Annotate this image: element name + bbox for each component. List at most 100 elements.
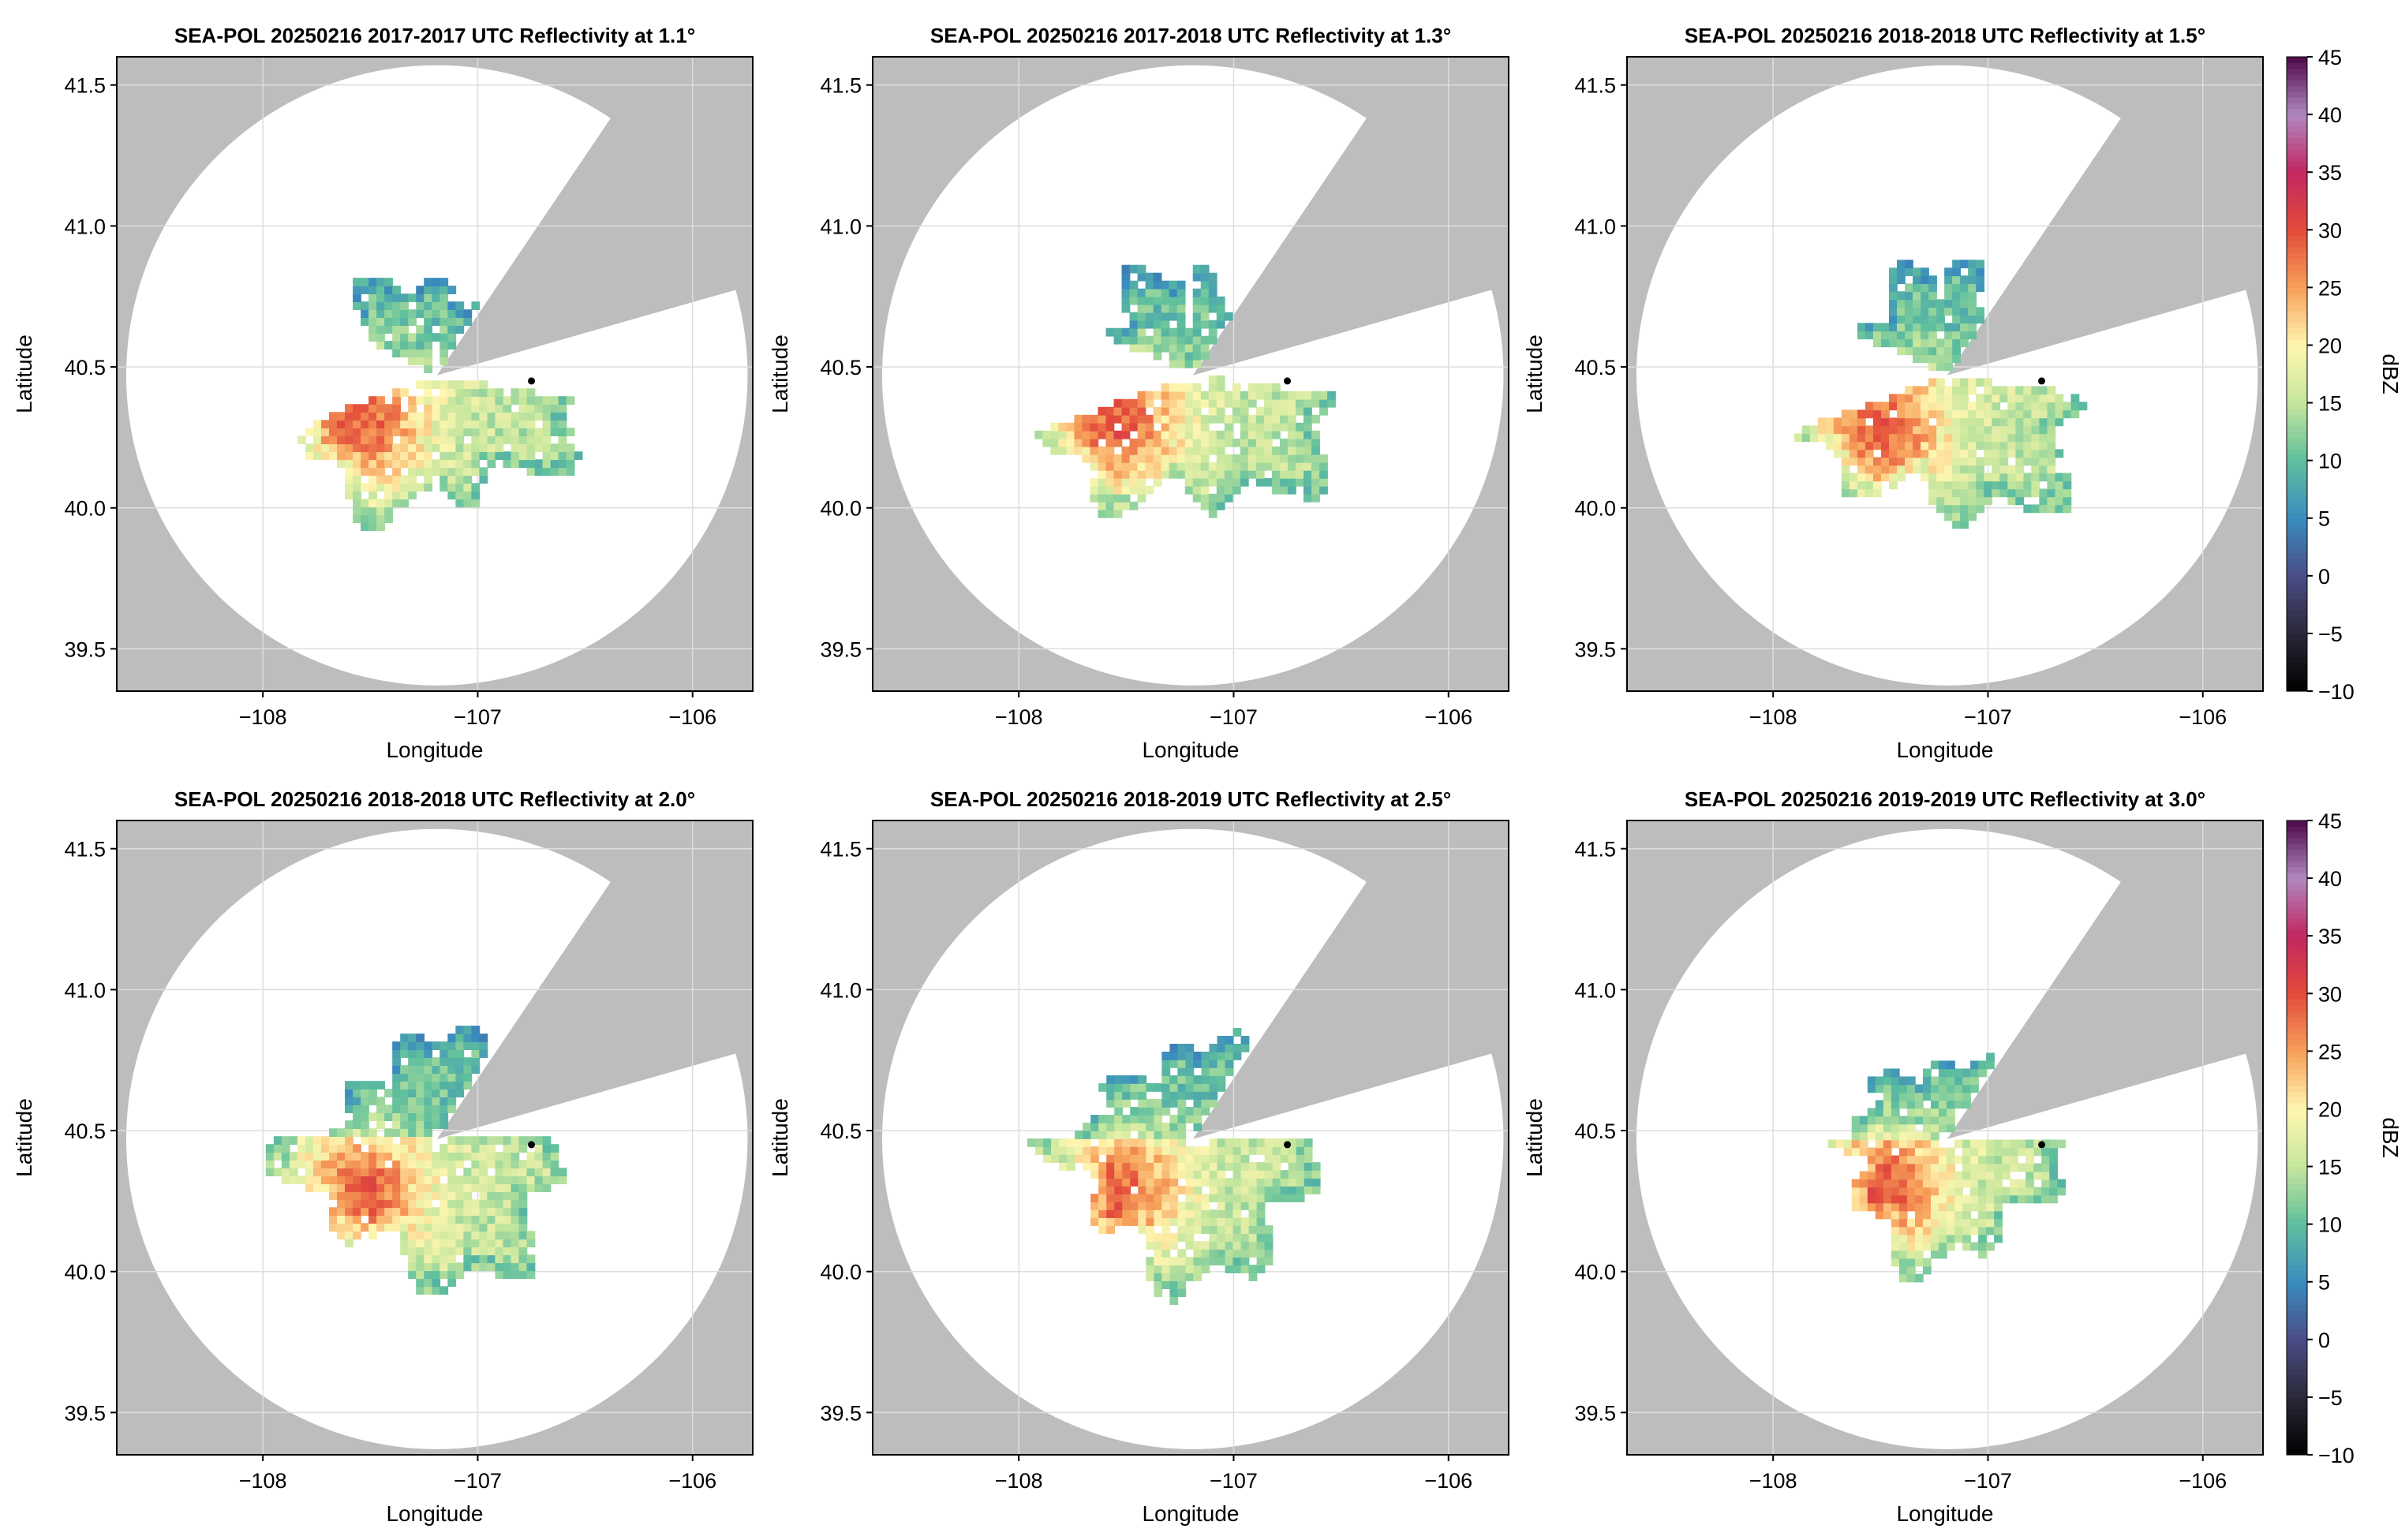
reflectivity-cell bbox=[518, 1247, 528, 1256]
reflectivity-cell bbox=[487, 412, 496, 421]
reflectivity-cell bbox=[1928, 354, 1937, 364]
reflectivity-cell bbox=[1129, 446, 1139, 455]
reflectivity-cell bbox=[487, 1254, 496, 1264]
reflectivity-cell bbox=[542, 412, 552, 421]
reflectivity-cell bbox=[1240, 430, 1249, 439]
colorbar-tick-label: 10 bbox=[2318, 450, 2342, 473]
reflectivity-cell bbox=[400, 317, 410, 326]
reflectivity-cell bbox=[345, 435, 353, 445]
reflectivity-cell bbox=[1930, 1092, 1939, 1101]
reflectivity-cell bbox=[1859, 1123, 1868, 1133]
reflectivity-cell bbox=[1161, 320, 1170, 329]
reflectivity-cell bbox=[1137, 430, 1146, 439]
reflectivity-cell bbox=[1208, 272, 1217, 282]
reflectivity-cell bbox=[1994, 1194, 2003, 1204]
reflectivity-cell bbox=[1177, 1225, 1187, 1234]
reflectivity-cell bbox=[424, 1183, 433, 1193]
colorbar-segment bbox=[2287, 298, 2307, 305]
reflectivity-cell bbox=[526, 388, 536, 398]
reflectivity-cell bbox=[1209, 1241, 1218, 1250]
reflectivity-cell bbox=[2015, 488, 2025, 498]
reflectivity-cell bbox=[281, 1152, 290, 1161]
reflectivity-cell bbox=[432, 1112, 441, 1122]
reflectivity-cell bbox=[2055, 496, 2064, 506]
reflectivity-cell bbox=[416, 459, 425, 469]
reflectivity-cell bbox=[1930, 1226, 1939, 1235]
reflectivity-cell bbox=[2018, 1147, 2027, 1157]
reflectivity-cell bbox=[1906, 1139, 1916, 1149]
reflectivity-cell bbox=[463, 309, 473, 318]
reflectivity-cell bbox=[1875, 1131, 1884, 1141]
reflectivity-cell bbox=[2047, 449, 2056, 458]
radar-coverage-area bbox=[125, 65, 748, 686]
reflectivity-cell bbox=[463, 1254, 473, 1264]
reflectivity-cell bbox=[1906, 1155, 1916, 1164]
reflectivity-cell bbox=[408, 1097, 417, 1105]
reflectivity-cell bbox=[2039, 409, 2048, 419]
reflectivity-cell bbox=[2041, 1139, 2051, 1149]
reflectivity-cell bbox=[487, 420, 496, 429]
reflectivity-cell bbox=[487, 1183, 496, 1193]
colorbar-segment bbox=[2287, 645, 2307, 652]
reflectivity-cell bbox=[1122, 1178, 1131, 1187]
reflectivity-cell bbox=[1232, 1138, 1242, 1147]
reflectivity-cell bbox=[1928, 299, 1937, 308]
reflectivity-cell bbox=[439, 1183, 449, 1193]
reflectivity-cell bbox=[439, 1286, 449, 1295]
reflectivity-cell bbox=[1968, 433, 1977, 443]
reflectivity-cell bbox=[1859, 1147, 1868, 1157]
reflectivity-cell bbox=[463, 1057, 473, 1066]
reflectivity-cell bbox=[1841, 488, 1850, 498]
reflectivity-cell bbox=[416, 1152, 425, 1161]
reflectivity-cell bbox=[1232, 1257, 1242, 1265]
reflectivity-cell bbox=[463, 388, 473, 398]
reflectivity-cell bbox=[376, 459, 385, 469]
reflectivity-cell bbox=[542, 1152, 552, 1161]
reflectivity-cell bbox=[1872, 457, 1882, 466]
reflectivity-cell bbox=[439, 349, 449, 358]
reflectivity-cell bbox=[265, 1144, 275, 1153]
reflectivity-cell bbox=[1248, 1162, 1258, 1171]
reflectivity-cell bbox=[368, 1089, 377, 1097]
reflectivity-cell bbox=[1169, 1131, 1179, 1139]
reflectivity-cell bbox=[1090, 1202, 1099, 1210]
reflectivity-cell bbox=[337, 428, 346, 437]
reflectivity-cell bbox=[2041, 1194, 2051, 1204]
reflectivity-cell bbox=[2055, 480, 2064, 490]
reflectivity-cell bbox=[1319, 454, 1328, 463]
colorbar-segment bbox=[2287, 305, 2307, 312]
reflectivity-cell bbox=[1928, 473, 1937, 482]
reflectivity-cell bbox=[416, 1191, 425, 1201]
reflectivity-cell bbox=[1200, 477, 1210, 487]
reflectivity-cell bbox=[1936, 480, 1945, 490]
reflectivity-cell bbox=[1976, 402, 1985, 411]
reflectivity-cell bbox=[1090, 438, 1099, 447]
reflectivity-cell bbox=[566, 396, 575, 406]
reflectivity-cell bbox=[495, 1136, 504, 1146]
reflectivity-cell bbox=[1891, 1218, 1900, 1228]
y-tick-label: 40.5 bbox=[64, 356, 106, 379]
reflectivity-cell bbox=[550, 1176, 559, 1185]
reflectivity-cell bbox=[328, 412, 338, 421]
reflectivity-cell bbox=[2055, 394, 2064, 403]
reflectivity-cell bbox=[463, 1247, 473, 1256]
reflectivity-cell bbox=[416, 1247, 425, 1256]
reflectivity-cell bbox=[1161, 1131, 1171, 1139]
reflectivity-cell bbox=[1947, 1234, 1955, 1243]
reflectivity-cell bbox=[1192, 414, 1202, 424]
panel-title: SEA-POL 20250216 2018-2018 UTC Reflectiv… bbox=[174, 787, 695, 811]
reflectivity-cell bbox=[1121, 501, 1131, 510]
reflectivity-cell bbox=[1217, 1146, 1226, 1155]
reflectivity-cell bbox=[542, 1176, 552, 1185]
reflectivity-cell bbox=[1947, 1068, 1955, 1078]
reflectivity-cell bbox=[408, 1199, 417, 1209]
reflectivity-cell bbox=[1999, 417, 2009, 427]
reflectivity-cell bbox=[432, 1191, 441, 1201]
reflectivity-cell bbox=[1138, 1225, 1147, 1234]
reflectivity-cell bbox=[1986, 1060, 1995, 1070]
reflectivity-cell bbox=[526, 1183, 536, 1193]
reflectivity-cell bbox=[1240, 1257, 1250, 1265]
reflectivity-cell bbox=[439, 1215, 449, 1224]
reflectivity-cell bbox=[1185, 1257, 1195, 1265]
reflectivity-cell bbox=[400, 349, 410, 358]
